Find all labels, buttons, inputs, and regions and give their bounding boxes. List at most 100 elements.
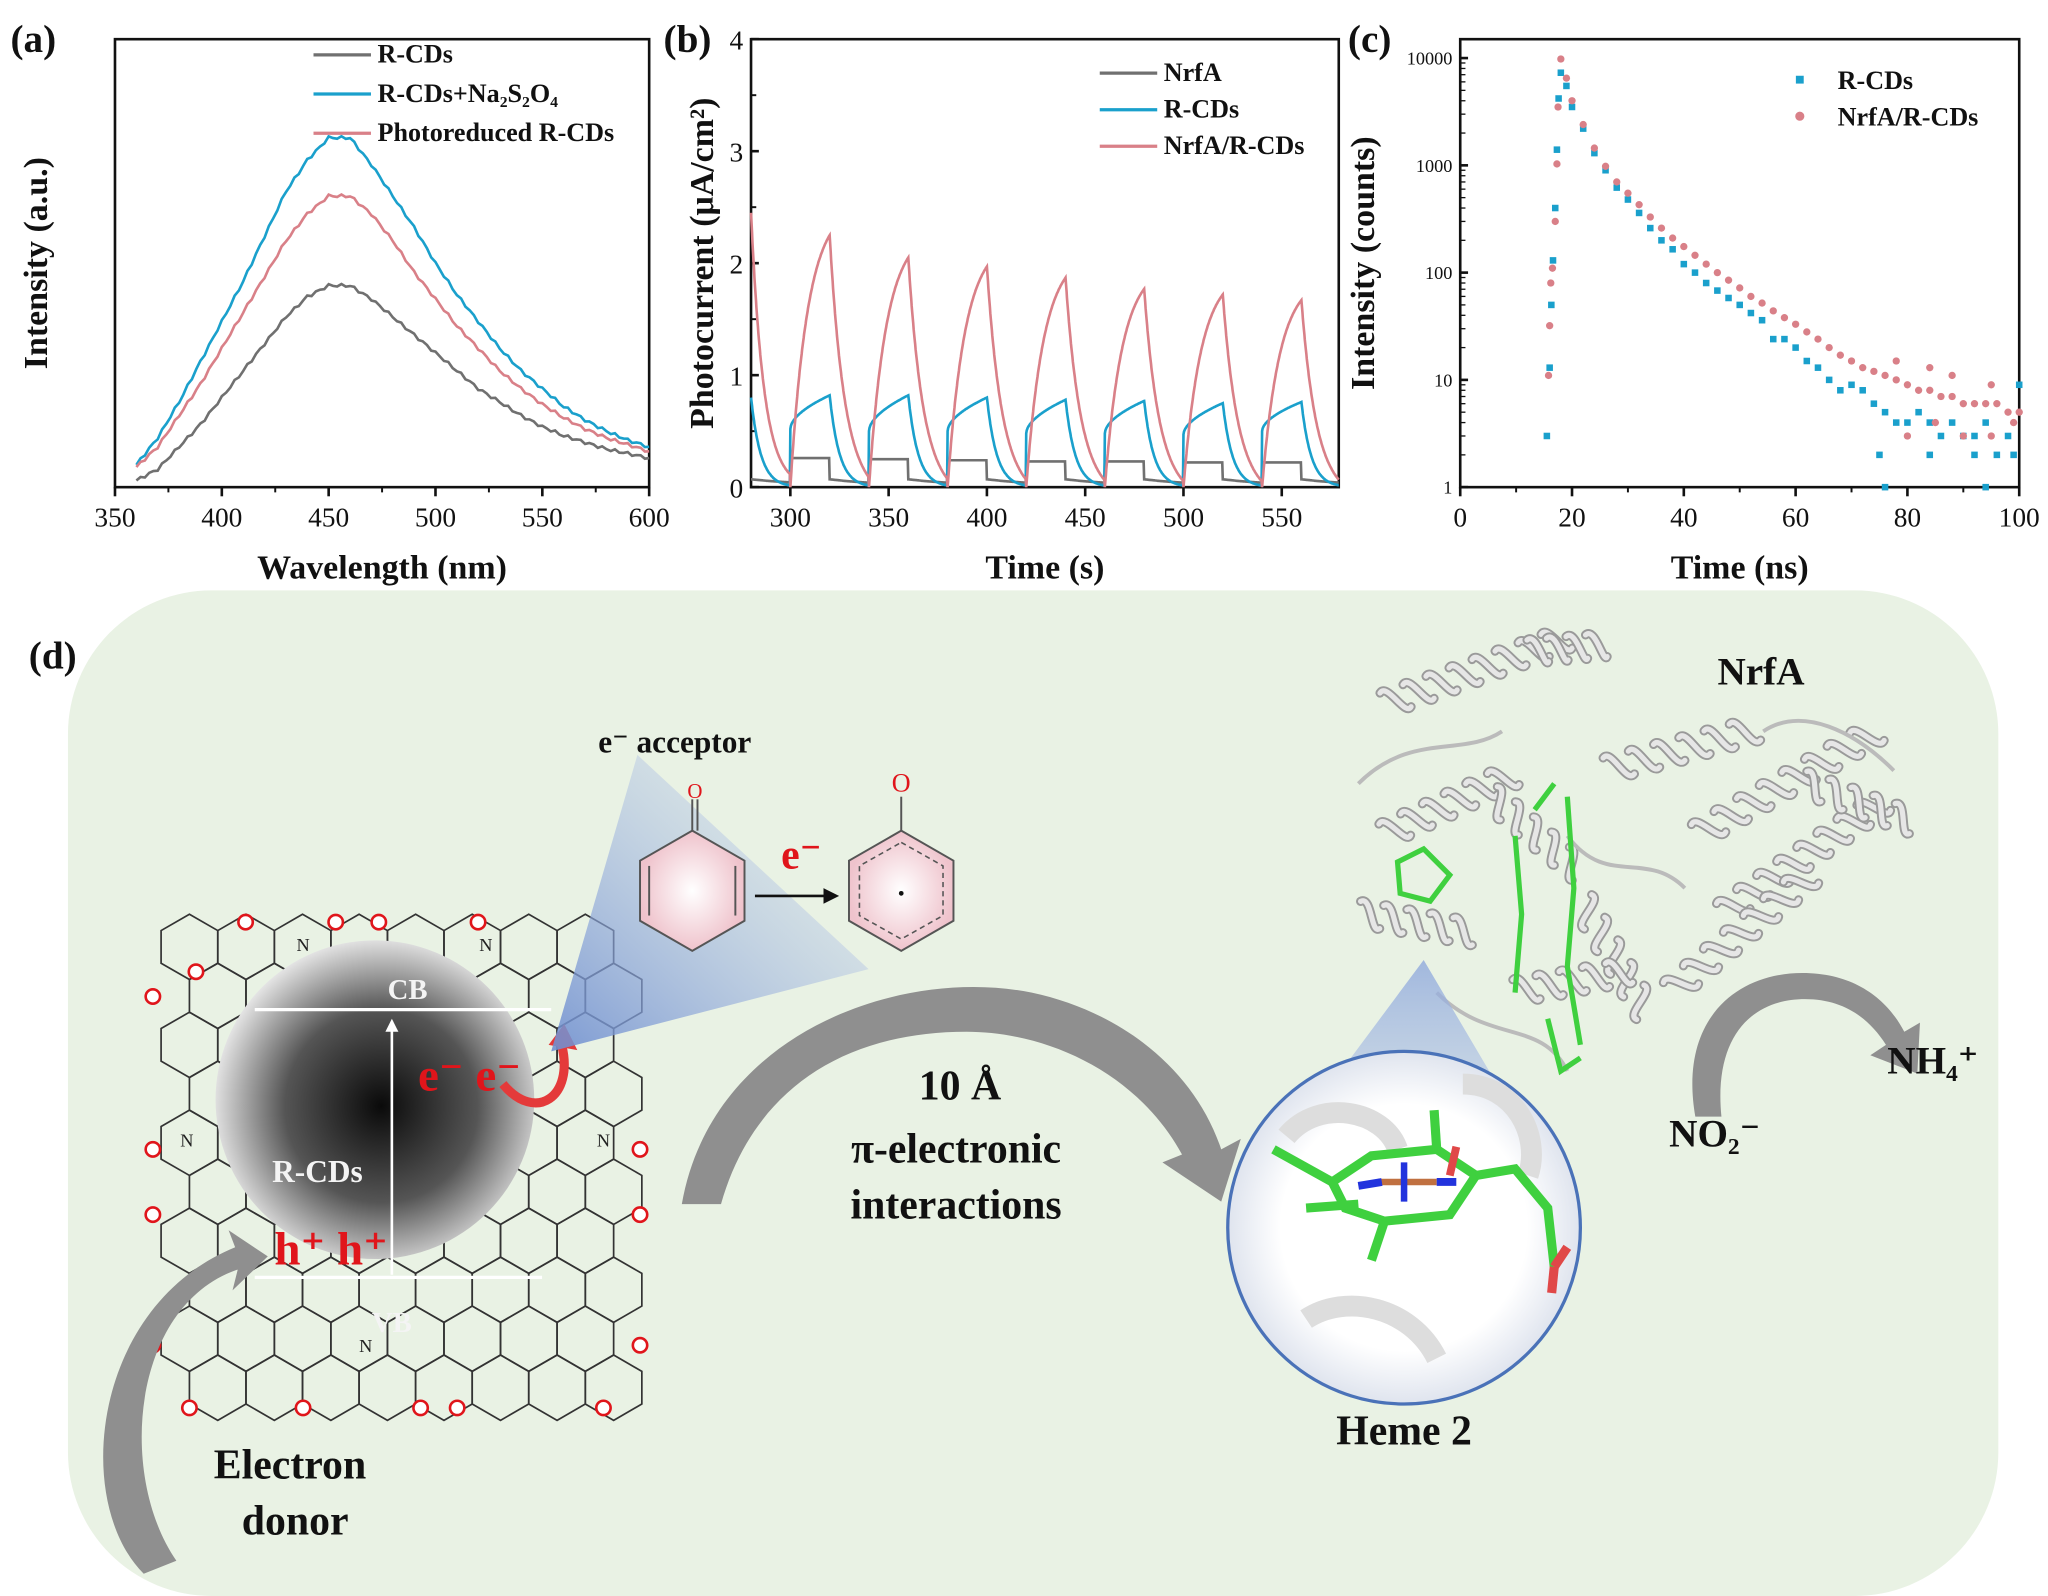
nitrogen-atom-label: N — [597, 1131, 610, 1151]
data-point — [1959, 400, 1967, 408]
data-point — [1635, 201, 1643, 209]
data-point — [1557, 69, 1565, 76]
data-point — [1635, 209, 1643, 217]
oxygen-atom — [448, 1399, 466, 1417]
y-tick-label: 2 — [729, 250, 743, 280]
chart-a-spectra: 350 400 450 500 550 600 Wavelength (nm) Intensi… — [18, 37, 670, 587]
series-line-0 — [751, 456, 1339, 485]
oxygen-label: O — [687, 779, 702, 803]
protein-loops — [1356, 719, 1896, 1072]
data-point — [1557, 55, 1565, 63]
data-point — [1903, 381, 1912, 389]
nitrogen-atom-label: N — [479, 935, 492, 955]
x-tick-label: 60 — [1782, 502, 1809, 532]
legend-label: NrfA/R-CDs — [1164, 131, 1305, 160]
x-tick-label: 350 — [94, 502, 135, 532]
y-axis-label: Intensity (a.u.) — [18, 157, 55, 369]
data-point — [2010, 451, 2017, 459]
x-axis-label: Time (s) — [985, 550, 1104, 587]
data-point — [1714, 287, 1721, 294]
data-point — [1591, 149, 1598, 157]
protein-helix-highlight — [1510, 959, 1636, 1003]
data-point — [1769, 335, 1777, 343]
protein-helix-highlight — [1524, 631, 1610, 666]
oxygen-atom — [187, 963, 205, 981]
data-point — [1547, 279, 1555, 287]
data-point — [1847, 357, 1856, 365]
x-tick-label: 600 — [629, 502, 670, 532]
heme-magnifier — [1226, 1049, 1583, 1406]
data-point — [1562, 74, 1571, 82]
series-line-0 — [135, 282, 650, 482]
protein-helix-highlight — [1377, 629, 1575, 712]
series-line-1 — [749, 393, 1339, 488]
data-point — [2004, 408, 2012, 416]
data-point — [1579, 120, 1587, 129]
data-point — [1691, 269, 1699, 276]
ammonium-label: NH₄⁺ — [1887, 1040, 1978, 1083]
oxygen-atom — [469, 913, 487, 931]
data-point — [1613, 178, 1621, 186]
acceptor-label: e⁻ acceptor — [598, 724, 751, 759]
data-point — [1959, 432, 1967, 440]
vb-label: VB — [372, 1307, 412, 1339]
data-point — [1548, 301, 1555, 309]
protein-helix-highlight — [1494, 784, 1577, 883]
data-point — [1926, 419, 1934, 426]
reduction-electron-label: e⁻ — [781, 833, 822, 879]
oxygen-atom — [294, 1399, 312, 1417]
data-point — [1931, 418, 1940, 427]
data-point — [1948, 392, 1956, 401]
data-point — [1548, 264, 1557, 272]
electron-donor-arrow — [103, 1230, 268, 1574]
plot-frame — [749, 37, 1341, 489]
data-point — [1937, 392, 1945, 401]
legend-marker — [1795, 75, 1804, 84]
data-point — [1747, 309, 1755, 317]
data-point — [1971, 451, 1978, 459]
data-point — [1926, 451, 1934, 459]
data-point — [1758, 299, 1766, 307]
x-tick-label: 500 — [1163, 502, 1204, 532]
data-point — [2015, 381, 2023, 389]
data-point — [1590, 144, 1599, 152]
data-point — [1982, 483, 1989, 491]
heme-structure — [1271, 1073, 1572, 1364]
y-axis-label: Photocurrent (μA/cm²) — [684, 98, 721, 429]
oxygen-atom — [631, 1206, 649, 1224]
data-point — [1870, 367, 1878, 376]
data-point — [1568, 97, 1576, 105]
x-tick-label: 300 — [770, 502, 811, 532]
data-point — [1982, 419, 1989, 426]
data-point — [1987, 432, 1995, 440]
oxygen-atom — [180, 1399, 198, 1417]
data-point — [1791, 320, 1800, 328]
legend-label: NrfA/R-CDs — [1838, 102, 1979, 131]
data-point — [1758, 316, 1766, 324]
nitrogen-atom-label: N — [359, 1336, 372, 1356]
electrons-label: e⁻ e⁻ — [418, 1050, 521, 1102]
data-point — [1780, 314, 1789, 322]
data-point — [1926, 364, 1934, 372]
x-tick-label: 450 — [308, 502, 349, 532]
heme-label: Heme 2 — [1336, 1408, 1472, 1454]
x-tick-label: 0 — [1453, 502, 1467, 532]
protein-helix-highlight — [1358, 898, 1475, 948]
heme-cofactors — [1394, 782, 1583, 1076]
data-point — [1881, 371, 1889, 380]
x-axis-label: Time (ns) — [1671, 550, 1809, 587]
series-line-2 — [749, 212, 1340, 488]
data-point — [1876, 451, 1883, 459]
data-point — [1555, 95, 1562, 102]
data-point — [1736, 284, 1744, 292]
y-tick-label: 4 — [729, 26, 743, 56]
x-tick-label: 350 — [868, 502, 909, 532]
electron-transfer-arrow — [499, 1043, 569, 1108]
data-point — [1624, 196, 1632, 203]
protein-helix-highlight — [1660, 875, 1822, 990]
x-tick-label: 40 — [1670, 502, 1697, 532]
data-point — [1904, 419, 1911, 426]
data-point — [2015, 408, 2023, 416]
protein-helix-highlight — [1713, 799, 1894, 914]
data-point — [1553, 146, 1561, 153]
